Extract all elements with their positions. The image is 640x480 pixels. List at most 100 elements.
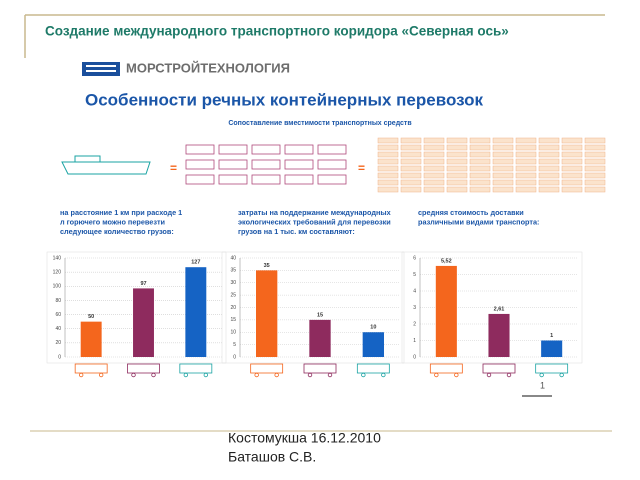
y-tick-label: 4 <box>413 288 416 294</box>
wagon <box>284 144 314 155</box>
truck <box>469 151 491 158</box>
y-tick-label: 5 <box>233 342 236 348</box>
wheel <box>274 372 279 378</box>
truck <box>423 186 445 193</box>
truck <box>469 172 491 179</box>
truck <box>377 165 399 172</box>
truck <box>377 158 399 165</box>
wagon <box>251 174 281 185</box>
bar <box>309 319 331 357</box>
vehicle-icon <box>250 363 284 374</box>
plot-frame <box>46 251 227 364</box>
truck <box>469 165 491 172</box>
y-tick-label: 25 <box>230 292 236 298</box>
truck <box>561 172 583 179</box>
vehicle-icon <box>74 363 108 374</box>
y-tick-label: 80 <box>55 298 61 304</box>
truck <box>400 172 422 179</box>
truck <box>377 172 399 179</box>
truck <box>538 179 560 186</box>
value-label: 50 <box>88 314 94 320</box>
wagon <box>185 174 215 185</box>
truck <box>492 179 514 186</box>
bar <box>362 332 384 357</box>
wheel <box>327 372 333 378</box>
wagon <box>284 159 314 170</box>
truck <box>561 144 583 151</box>
y-tick-label: 20 <box>55 340 61 346</box>
y-tick-label: 20 <box>230 305 236 311</box>
wheel <box>98 372 104 378</box>
truck <box>423 158 445 165</box>
truck <box>515 172 537 179</box>
wagon <box>218 144 248 155</box>
wagon <box>185 144 215 155</box>
chart-caption: средняя стоимость доставки различными вид… <box>418 208 539 227</box>
subheading: Сопоставление вместимости транспортных с… <box>228 120 412 127</box>
truck <box>446 186 468 193</box>
value-label: 2,61 <box>494 306 505 312</box>
truck <box>538 165 560 172</box>
wheel <box>486 372 492 378</box>
truck <box>400 179 422 186</box>
truck <box>515 158 537 165</box>
truck <box>469 179 491 186</box>
truck <box>469 186 491 193</box>
truck <box>538 137 560 144</box>
truck <box>377 151 399 158</box>
truck <box>377 179 399 186</box>
truck <box>515 151 537 158</box>
truck <box>584 151 606 158</box>
y-tick-label: 40 <box>55 326 61 332</box>
truck <box>538 158 560 165</box>
bar <box>133 288 154 357</box>
truck <box>492 137 514 144</box>
y-tick-label: 0 <box>413 354 416 360</box>
y-tick-label: 120 <box>53 269 62 275</box>
truck <box>446 158 468 165</box>
value-label: 5,52 <box>441 258 452 264</box>
truck <box>400 137 422 144</box>
truck <box>469 137 491 144</box>
truck <box>423 144 445 151</box>
logo <box>82 62 120 76</box>
y-tick-label: 1 <box>413 338 416 344</box>
bar <box>541 340 563 357</box>
truck <box>469 158 491 165</box>
value-label: 15 <box>317 312 323 318</box>
wheel <box>254 372 259 378</box>
wheel <box>539 372 544 378</box>
vehicle-icon <box>179 363 213 374</box>
wheel <box>454 372 459 378</box>
footer-place-date: Костомукша 16.12.2010 <box>228 430 381 446</box>
wagon <box>317 174 347 185</box>
truck <box>446 179 468 186</box>
y-tick-label: 40 <box>230 255 236 261</box>
truck <box>538 172 560 179</box>
wheel <box>78 372 84 378</box>
capacity-illustration <box>61 155 151 175</box>
truck <box>377 137 399 144</box>
bar <box>80 321 102 357</box>
bar <box>488 313 510 357</box>
bar <box>185 267 207 357</box>
wagon <box>218 174 248 185</box>
truck <box>423 137 445 144</box>
truck <box>377 144 399 151</box>
footer-author: Баташов С.В. <box>228 449 316 465</box>
y-tick-label: 0 <box>58 354 61 360</box>
truck <box>400 158 422 165</box>
truck <box>584 144 606 151</box>
truck <box>377 186 399 193</box>
company-name: МОРСТРОЙТЕХНОЛОГИЯ <box>126 60 290 75</box>
truck <box>492 186 514 193</box>
wheel <box>203 372 209 378</box>
truck <box>584 186 606 193</box>
truck <box>423 165 445 172</box>
wheel <box>506 372 512 378</box>
wheel <box>361 372 366 378</box>
truck <box>561 137 583 144</box>
y-tick-label: 100 <box>53 284 62 290</box>
truck <box>446 151 468 158</box>
truck <box>400 151 422 158</box>
